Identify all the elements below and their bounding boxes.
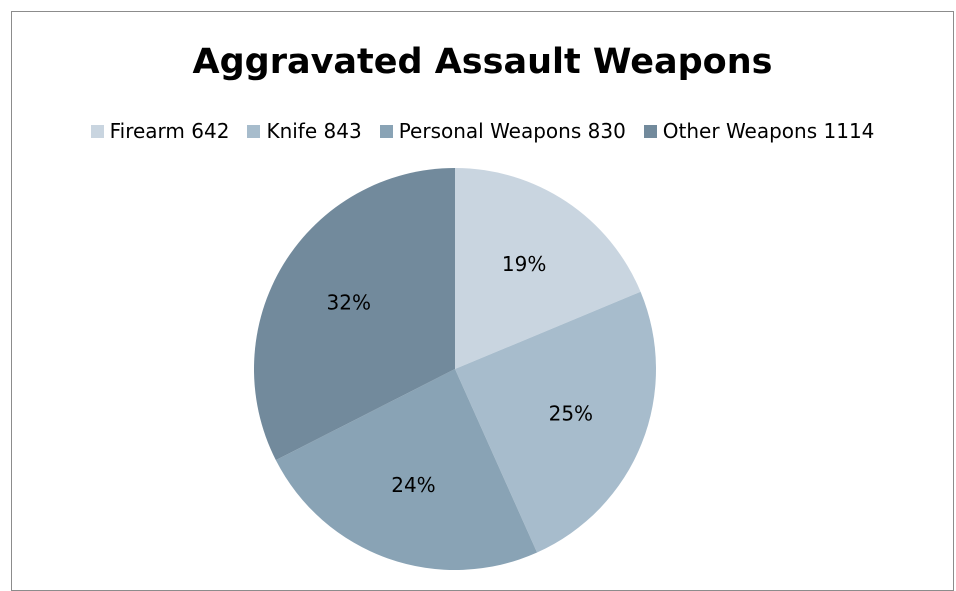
legend-entry-knife: Knife 843 [247,119,362,143]
data-label-firearm: 19% [502,252,546,276]
pie-slice-firearm [455,168,641,369]
legend-swatch-personal-weapons [379,124,393,138]
legend-label-knife: Knife 843 [266,119,362,143]
legend-label-firearm: Firearm 642 [109,119,230,143]
pie-slices [254,168,656,570]
legend-swatch-other-weapons [643,124,657,138]
chart-title: Aggravated Assault Weapons [192,42,773,82]
chart-legend: Firearm 642 Knife 843 Personal Weapons 8… [11,119,954,143]
legend-entry-other-weapons: Other Weapons 1114 [643,119,875,143]
pie-slice-knife [455,291,656,553]
legend-entry-personal-weapons: Personal Weapons 830 [379,119,626,143]
legend-swatch-firearm [90,124,104,138]
legend-swatch-knife [247,124,261,138]
data-label-knife: 25% [549,401,593,425]
legend-label-personal-weapons: Personal Weapons 830 [398,119,626,143]
data-label-other-weapons: 32% [327,290,371,314]
pie-labels: 19% 25% 24% 32% [327,252,594,497]
pie-slice-personal-weapons [275,369,538,570]
legend-entry-firearm: Firearm 642 [90,119,230,143]
legend-label-other-weapons: Other Weapons 1114 [662,119,875,143]
pie-slice-other-weapons [254,168,455,461]
data-label-personal-weapons: 24% [391,473,435,497]
